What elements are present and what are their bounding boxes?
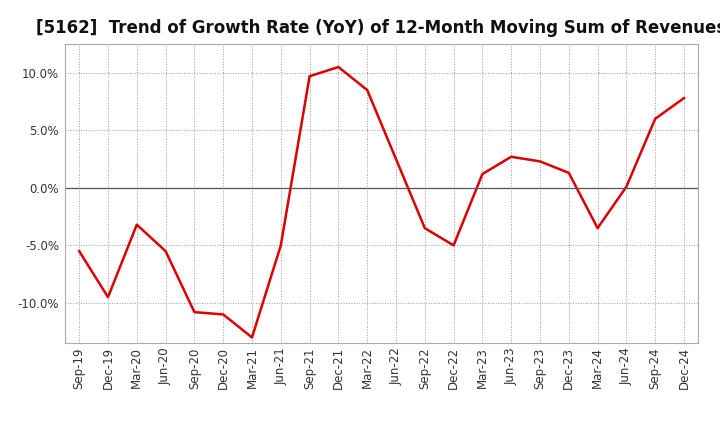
Title: [5162]  Trend of Growth Rate (YoY) of 12-Month Moving Sum of Revenues: [5162] Trend of Growth Rate (YoY) of 12-… — [37, 19, 720, 37]
